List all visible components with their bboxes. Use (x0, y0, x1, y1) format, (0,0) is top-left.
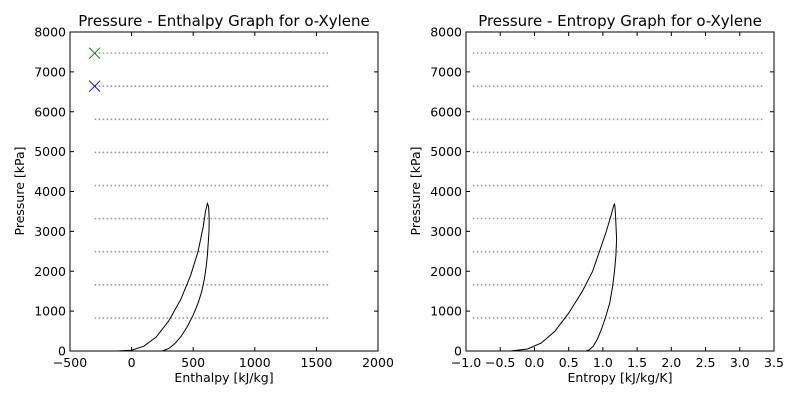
pressure-entropy-panel: Pressure - Entropy Graph for o-Xylene −1… (408, 12, 784, 385)
y-tick-label: 5000 (430, 144, 462, 159)
axes-frame (69, 31, 379, 352)
y-axis-label: Pressure [kPa] (408, 147, 423, 236)
y-tick-label: 6000 (430, 104, 462, 119)
x-tick-label: 0.5 (559, 355, 579, 370)
y-tick-label: 2000 (34, 264, 66, 279)
y-tick-label: 5000 (34, 144, 66, 159)
x-marker-stroke (88, 80, 101, 93)
x-tick-label: 2.0 (661, 355, 681, 370)
x-axis-label: Entropy [kJ/kg/K] (567, 370, 672, 385)
saturation-dome-line (510, 203, 618, 352)
x-tick-label: 2000 (362, 355, 394, 370)
x-tick-label: −0.5 (485, 355, 515, 370)
y-tick-label: 2000 (430, 264, 462, 279)
x-tick-label: 3.0 (730, 355, 750, 370)
x-tick-label: 1000 (239, 355, 271, 370)
y-tick-label: 6000 (34, 104, 66, 119)
x-tick-label: 1.5 (627, 355, 647, 370)
y-tick-label: 7000 (430, 64, 462, 79)
y-tick-label: 3000 (430, 224, 462, 239)
y-axis-label: Pressure [kPa] (12, 147, 27, 236)
x-tick-label: −500 (53, 355, 87, 370)
x-tick-label: 2.5 (696, 355, 716, 370)
y-tick-label: 0 (454, 344, 462, 359)
x-tick-label: 1500 (300, 355, 332, 370)
y-tick-label: 4000 (430, 184, 462, 199)
x-tick-label: 1.0 (593, 355, 613, 370)
x-tick-label: 0.0 (524, 355, 544, 370)
saturation-dome-line (116, 201, 210, 352)
x-tick-label: 500 (181, 355, 205, 370)
x-axis-label: Enthalpy [kJ/kg] (174, 370, 273, 385)
y-tick-label: 1000 (430, 304, 462, 319)
y-tick-label: 4000 (34, 184, 66, 199)
x-marker (88, 47, 101, 59)
y-tick-label: 7000 (34, 64, 66, 79)
y-tick-label: 0 (58, 344, 66, 359)
chart-title: Pressure - Enthalpy Graph for o-Xylene (78, 12, 369, 30)
chart-title: Pressure - Entropy Graph for o-Xylene (478, 12, 762, 30)
y-tick-label: 8000 (34, 25, 66, 40)
plot-area: −1.0 −0.5 0.0 0.5 1.0 1.5 2.0 2.5 3.0 3.5 0 1000 200… (430, 25, 784, 371)
x-tick-label: 0 (128, 355, 136, 370)
y-tick-label: 3000 (34, 224, 66, 239)
x-marker (88, 80, 101, 93)
x-tick-label: 3.5 (764, 355, 784, 370)
y-tick-label: 1000 (34, 304, 66, 319)
axes-frame (465, 31, 775, 352)
y-tick-label: 8000 (430, 25, 462, 40)
x-marker-stroke (88, 47, 101, 59)
plot-area: −500 0 500 1000 1500 200001000200030004000500… (34, 25, 394, 371)
x-tick-label: −1.0 (451, 355, 481, 370)
pressure-enthalpy-panel: Pressure - Enthalpy Graph for o-Xylene −… (12, 12, 394, 385)
